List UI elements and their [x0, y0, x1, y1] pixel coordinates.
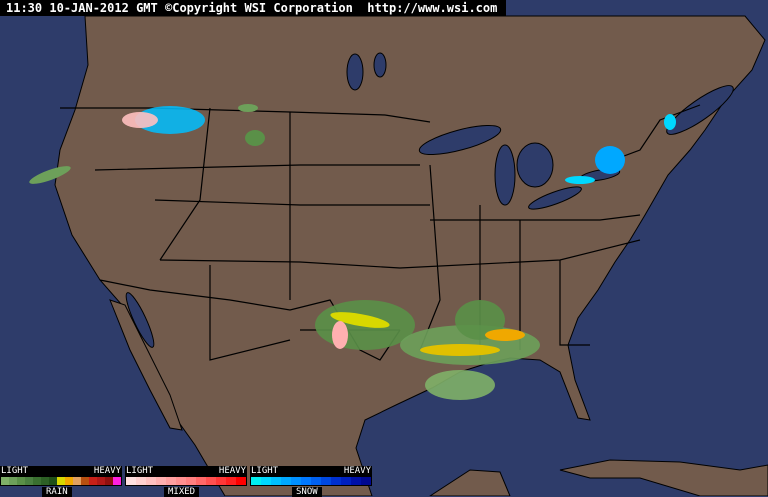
color-scale — [125, 476, 247, 486]
color-swatch — [226, 477, 236, 485]
yucatan — [429, 469, 511, 496]
url-link[interactable]: http://www.wsi.com — [367, 1, 498, 15]
color-swatch — [1, 477, 9, 485]
color-swatch — [17, 477, 25, 485]
time: 11:30 — [6, 1, 43, 15]
timezone: GMT — [136, 1, 158, 15]
legend-name: RAIN — [42, 487, 72, 497]
color-swatch — [25, 477, 33, 485]
color-swatch — [57, 477, 65, 485]
color-swatch — [281, 477, 291, 485]
color-swatch — [65, 477, 73, 485]
legend-snow: LIGHT HEAVY SNOW — [250, 466, 372, 497]
color-swatch — [361, 477, 371, 485]
color-swatch — [49, 477, 57, 485]
color-swatch — [105, 477, 113, 485]
color-swatch — [236, 477, 246, 485]
heavy-label: HEAVY — [343, 466, 371, 476]
heavy-label: HEAVY — [218, 466, 246, 476]
color-swatch — [341, 477, 351, 485]
color-swatch — [186, 477, 196, 485]
color-swatch — [206, 477, 216, 485]
color-swatch — [146, 477, 156, 485]
color-swatch — [81, 477, 89, 485]
color-swatch — [136, 477, 146, 485]
color-swatch — [261, 477, 271, 485]
color-swatch — [331, 477, 341, 485]
color-swatch — [301, 477, 311, 485]
color-swatch — [41, 477, 49, 485]
date: 10-JAN-2012 — [49, 1, 129, 15]
color-swatch — [291, 477, 301, 485]
legend-name: MIXED — [164, 487, 200, 497]
color-scale — [0, 476, 122, 486]
color-swatch — [311, 477, 321, 485]
color-swatch — [97, 477, 105, 485]
legend-name: SNOW — [292, 487, 322, 497]
copyright: ©Copyright WSI Corporation — [165, 1, 353, 15]
color-swatch — [166, 477, 176, 485]
timestamp-header: 11:30 10-JAN-2012 GMT ©Copyright WSI Cor… — [0, 0, 506, 16]
color-swatch — [33, 477, 41, 485]
light-label: LIGHT — [126, 466, 154, 476]
color-swatch — [196, 477, 206, 485]
color-scale — [250, 476, 372, 486]
color-swatch — [9, 477, 17, 485]
heavy-label: HEAVY — [93, 466, 121, 476]
color-swatch — [156, 477, 166, 485]
color-swatch — [216, 477, 226, 485]
legend-mixed: LIGHT HEAVY MIXED — [125, 466, 247, 497]
baja-california — [109, 299, 183, 431]
color-swatch — [126, 477, 136, 485]
color-swatch — [89, 477, 97, 485]
color-swatch — [321, 477, 331, 485]
radar-precipitation — [29, 104, 676, 400]
light-label: LIGHT — [251, 466, 279, 476]
color-swatch — [113, 477, 121, 485]
color-swatch — [351, 477, 361, 485]
color-swatch — [176, 477, 186, 485]
cuba — [559, 459, 768, 496]
color-swatch — [73, 477, 81, 485]
color-swatch — [271, 477, 281, 485]
light-label: LIGHT — [1, 466, 29, 476]
legend-rain: LIGHT HEAVY RAIN — [0, 466, 122, 497]
color-swatch — [251, 477, 261, 485]
